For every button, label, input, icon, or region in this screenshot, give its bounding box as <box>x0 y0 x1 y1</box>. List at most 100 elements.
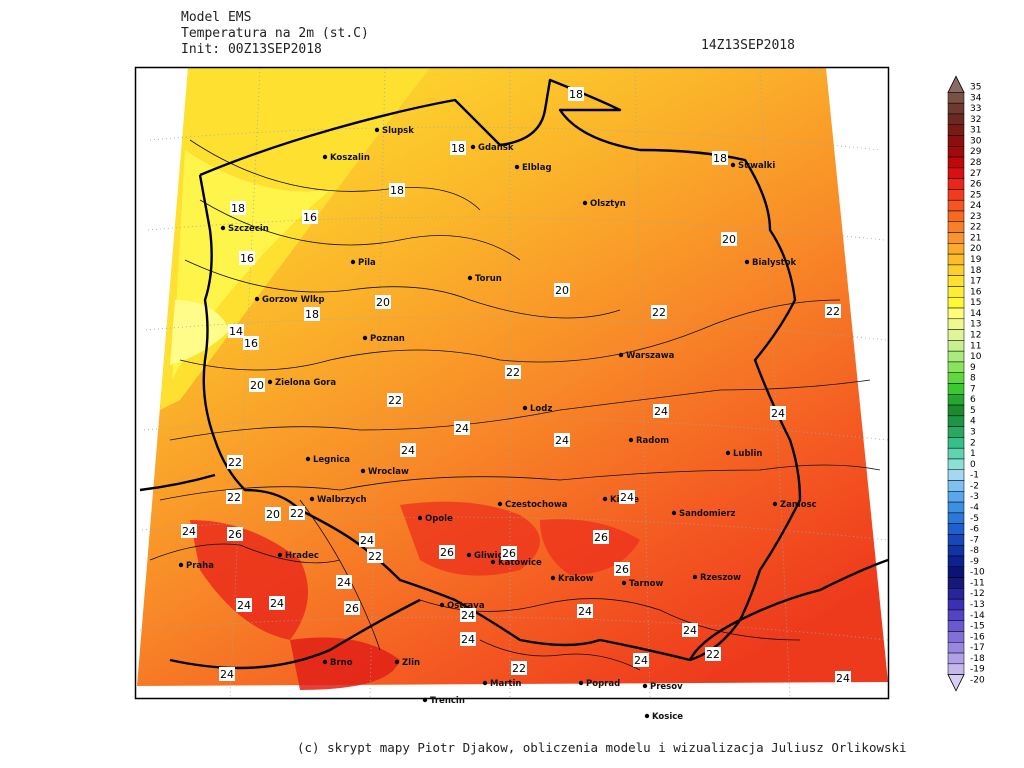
city-name: Gorzow Wlkp <box>262 295 325 305</box>
colorbar-label: -12 <box>970 589 985 599</box>
city-marker <box>671 510 677 516</box>
contour-label: 24 <box>578 605 592 618</box>
colorbar-label: 30 <box>970 136 982 146</box>
contour-label: 18 <box>569 88 583 101</box>
city-name: Sandomierz <box>679 509 736 519</box>
contour-label: 24 <box>461 609 475 622</box>
contour-label: 22 <box>826 305 840 318</box>
contour-label: 18 <box>305 308 319 321</box>
city-marker <box>220 225 226 231</box>
colorbar-swatch <box>947 350 965 363</box>
colorbar-label: 21 <box>970 233 981 243</box>
colorbar-swatch <box>947 491 965 503</box>
city-name: Olsztyn <box>590 199 626 209</box>
colorbar-swatch <box>947 135 965 147</box>
contour-label: 22 <box>290 507 304 520</box>
colorbar-label: 29 <box>970 147 982 157</box>
colorbar-swatch <box>947 501 965 514</box>
colorbar-label: 15 <box>970 298 981 308</box>
contour-label: 24 <box>220 668 234 681</box>
colorbar-label: -1 <box>970 471 979 481</box>
city-name: Torun <box>475 274 502 284</box>
colorbar-label: -18 <box>970 654 985 664</box>
contour-label-box <box>359 533 375 547</box>
contour-label-box <box>289 506 305 520</box>
city-name: Zamosc <box>780 500 817 510</box>
colorbar-swatch <box>947 609 965 621</box>
city-marker <box>394 659 400 665</box>
contour-label-box <box>302 210 318 224</box>
city-name: Kosice <box>652 712 683 722</box>
contour-label: 24 <box>401 444 415 457</box>
city-name: Katowice <box>498 558 542 568</box>
contour-label-box <box>460 608 476 622</box>
city-marker <box>309 496 315 502</box>
contour-label-box <box>505 365 521 379</box>
colorbar-label: -3 <box>970 492 979 502</box>
colorbar-label: 35 <box>970 83 981 93</box>
city-marker <box>439 602 445 608</box>
city-marker <box>644 713 650 719</box>
colorbar-label: -15 <box>970 622 985 632</box>
city-marker <box>550 575 556 581</box>
city-name: Krakow <box>558 574 594 584</box>
contour-label: 14 <box>229 325 243 338</box>
contour-label-box <box>367 549 383 563</box>
contour-label: 22 <box>652 306 666 319</box>
colorbar-swatch <box>947 598 965 611</box>
contour-label-box <box>243 336 259 350</box>
contour-label-box <box>249 378 265 392</box>
city-marker <box>267 379 273 385</box>
contour-label: 20 <box>376 296 390 309</box>
contour-label: 24 <box>270 597 284 610</box>
colorbar-label: -9 <box>970 557 979 567</box>
contour-label: 24 <box>237 599 251 612</box>
city-marker <box>490 559 496 565</box>
contour-label-box <box>633 653 649 667</box>
city-marker <box>178 562 184 568</box>
init-time: Init: 00Z13SEP2018 <box>181 42 322 57</box>
colorbar-swatch <box>947 415 965 427</box>
city-name: Suwalki <box>738 161 775 171</box>
colorbar-label: 17 <box>970 277 981 287</box>
city-name: Elblag <box>522 163 552 173</box>
city-marker <box>618 352 624 358</box>
city-name: Lodz <box>530 404 552 414</box>
city-marker <box>305 456 311 462</box>
city-marker <box>602 496 608 502</box>
contour-label: 22 <box>706 648 720 661</box>
city-name: Tarnow <box>629 579 664 589</box>
contour-label-box <box>568 87 584 101</box>
colorbar-label: 19 <box>970 255 982 265</box>
colorbar-swatch <box>947 512 965 524</box>
city-name: Slupsk <box>382 126 414 136</box>
cities: Slupsk Koszalin Gdansk Elblag Suwalki Olsztyn… <box>178 126 817 722</box>
contour-label-box <box>387 393 403 407</box>
contour-label: 24 <box>654 405 668 418</box>
colorbar-swatch <box>947 156 965 169</box>
city-marker <box>322 154 328 160</box>
contour-label: 24 <box>360 534 374 547</box>
colorbar-label: 13 <box>970 320 981 330</box>
city-name: Lublin <box>733 449 762 459</box>
cool-zone <box>170 300 230 365</box>
colorbar-label: 16 <box>970 287 982 297</box>
colorbar-swatch <box>947 631 965 643</box>
contour-label: 20 <box>266 508 280 521</box>
contour-label-box <box>835 671 851 685</box>
city-name: Poznan <box>370 334 405 344</box>
city-name: Zielona Gora <box>275 378 336 388</box>
colorbar-swatch <box>947 663 965 675</box>
city-marker <box>466 552 472 558</box>
city-name: Brno <box>330 658 353 668</box>
contour-label: 18 <box>390 184 404 197</box>
city-marker <box>642 683 648 689</box>
colorbar-swatch <box>947 588 965 600</box>
contour-label: 20 <box>555 284 569 297</box>
contour-label-box <box>577 604 593 618</box>
colorbar-label: 32 <box>970 115 981 125</box>
map-frame <box>134 66 890 700</box>
colorbar-swatch <box>947 318 965 330</box>
city-marker <box>744 259 750 265</box>
